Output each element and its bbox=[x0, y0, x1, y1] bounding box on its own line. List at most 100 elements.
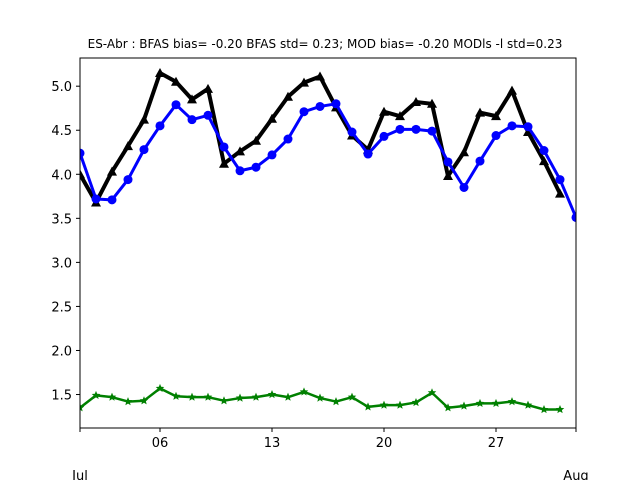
series-3-point-2 bbox=[91, 390, 101, 400]
series-3-point-11 bbox=[235, 393, 245, 402]
y-tick-label-1: 1.5 bbox=[51, 389, 72, 404]
series-2-point-22 bbox=[411, 124, 421, 134]
series-3-point-10 bbox=[219, 396, 229, 405]
series-3-point-5 bbox=[139, 396, 149, 405]
series-1-point-1 bbox=[80, 169, 85, 179]
series-2-line bbox=[80, 102, 576, 219]
axes: 1.5 2.0 2.5 3.0 3.5 4.0 4.5 5.0 06 13 20 27 Jul Aug bbox=[51, 57, 589, 480]
series-2-point-28 bbox=[507, 121, 517, 131]
series-1-point-23 bbox=[427, 98, 437, 108]
series-3-point-30 bbox=[539, 405, 549, 414]
series-3 bbox=[80, 383, 565, 414]
series-2-point-15 bbox=[299, 107, 309, 117]
series-2-point-31 bbox=[555, 175, 565, 185]
series-2-point-19 bbox=[363, 149, 373, 159]
y-tick-label-7: 4.5 bbox=[51, 124, 72, 139]
series-2-point-5 bbox=[139, 145, 149, 155]
series-3-point-13 bbox=[267, 390, 277, 399]
series-1-point-27 bbox=[491, 111, 501, 121]
series-2-point-27 bbox=[491, 131, 501, 141]
series-2-point-7 bbox=[171, 100, 181, 110]
x-tick-label-2: 13 bbox=[264, 436, 281, 451]
series-3-point-18 bbox=[347, 392, 357, 401]
series-2-point-2 bbox=[91, 194, 101, 204]
series-2-point-23 bbox=[427, 126, 437, 136]
series-3-point-21 bbox=[395, 400, 405, 409]
series-2-point-3 bbox=[107, 195, 117, 205]
plot-area bbox=[80, 67, 576, 414]
series-2 bbox=[80, 99, 576, 222]
series-layer bbox=[80, 67, 576, 414]
series-2-point-14 bbox=[283, 134, 293, 144]
series-1-point-31 bbox=[555, 188, 565, 198]
series-2-point-9 bbox=[203, 110, 213, 120]
series-3-point-24 bbox=[443, 403, 453, 412]
series-2-point-10 bbox=[219, 142, 229, 152]
series-3-point-28 bbox=[507, 397, 517, 406]
series-3-point-3 bbox=[107, 392, 117, 401]
series-2-point-20 bbox=[379, 131, 389, 141]
series-2-point-1 bbox=[80, 148, 85, 158]
series-1-point-13 bbox=[267, 113, 277, 123]
x-month-label-1: Jul bbox=[71, 469, 88, 480]
series-1-point-14 bbox=[283, 91, 293, 101]
series-3-point-8 bbox=[187, 392, 197, 401]
series-3-point-17 bbox=[331, 397, 341, 406]
series-1-point-6 bbox=[155, 67, 165, 77]
plot-frame bbox=[79, 57, 577, 429]
x-month-label-2: Aug bbox=[563, 469, 588, 480]
series-3-point-1 bbox=[80, 403, 85, 412]
series-2-point-25 bbox=[459, 183, 469, 192]
x-tick-label-1: 06 bbox=[152, 436, 169, 451]
series-1-point-28 bbox=[507, 85, 517, 95]
series-2-point-32 bbox=[571, 212, 576, 222]
chart-title: ES-Abr : BFAS bias= -0.20 BFAS std= 0.23… bbox=[88, 37, 563, 51]
series-2-point-30 bbox=[539, 146, 549, 155]
series-1-point-26 bbox=[475, 107, 485, 117]
series-3-point-20 bbox=[379, 400, 389, 409]
series-2-point-8 bbox=[187, 115, 197, 125]
series-1-point-4 bbox=[123, 141, 133, 151]
y-tick-label-2: 2.0 bbox=[51, 344, 72, 359]
series-2-point-26 bbox=[475, 156, 485, 166]
series-2-point-13 bbox=[267, 150, 277, 160]
series-1-point-21 bbox=[395, 111, 405, 121]
series-1-point-20 bbox=[379, 106, 389, 116]
series-1-point-24 bbox=[443, 171, 453, 181]
y-tick-label-3: 2.5 bbox=[51, 300, 72, 315]
series-1-point-16 bbox=[315, 71, 325, 81]
y-tick-label-5: 3.5 bbox=[51, 212, 72, 227]
series-3-point-27 bbox=[491, 398, 501, 407]
series-3-point-15 bbox=[299, 387, 309, 396]
series-3-point-7 bbox=[171, 391, 181, 400]
series-2-point-4 bbox=[123, 175, 133, 185]
series-3-point-4 bbox=[123, 397, 133, 406]
series-3-point-16 bbox=[315, 393, 325, 402]
series-3-point-22 bbox=[411, 397, 421, 407]
series-3-point-25 bbox=[459, 401, 469, 410]
series-2-point-12 bbox=[251, 162, 261, 172]
series-2-point-18 bbox=[347, 127, 357, 137]
series-2-point-16 bbox=[315, 101, 325, 111]
x-tick-label-3: 20 bbox=[376, 436, 393, 451]
series-1 bbox=[80, 67, 565, 207]
series-1-point-25 bbox=[459, 147, 469, 157]
series-2-point-21 bbox=[395, 124, 405, 134]
series-1-point-7 bbox=[171, 76, 181, 86]
series-3-point-19 bbox=[363, 402, 373, 411]
series-3-point-26 bbox=[475, 398, 485, 407]
y-tick-label-6: 4.0 bbox=[51, 168, 72, 183]
series-1-point-12 bbox=[251, 135, 261, 145]
series-3-point-14 bbox=[283, 392, 293, 401]
series-3-point-23 bbox=[427, 388, 437, 397]
series-1-point-5 bbox=[139, 114, 149, 124]
series-1-point-3 bbox=[107, 166, 117, 176]
series-2-point-17 bbox=[331, 99, 341, 109]
series-1-point-8 bbox=[187, 94, 197, 104]
series-1-point-10 bbox=[219, 158, 229, 168]
series-1-point-22 bbox=[411, 97, 421, 107]
series-1-point-15 bbox=[299, 77, 309, 87]
series-3-point-31 bbox=[555, 405, 565, 414]
series-3-point-9 bbox=[203, 392, 213, 401]
